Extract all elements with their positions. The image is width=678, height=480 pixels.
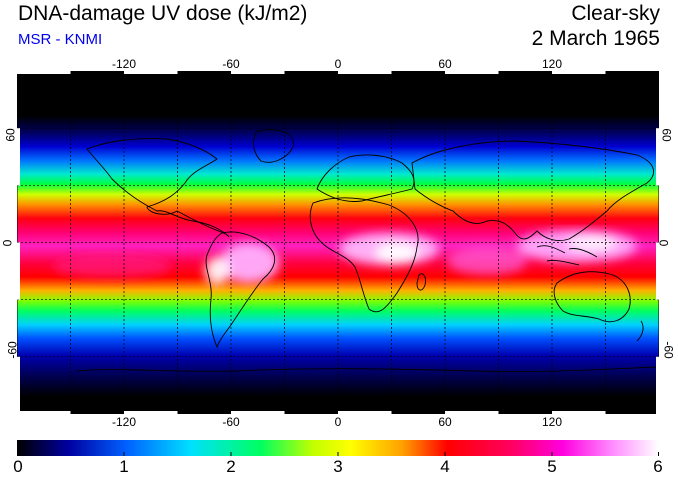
lon-tick-bottom: 0 bbox=[334, 415, 342, 429]
map-grid bbox=[17, 71, 659, 414]
uv-dose-map bbox=[17, 71, 659, 414]
colorbar-label: 2 bbox=[226, 457, 236, 476]
lon-tick-bottom: 60 bbox=[438, 415, 452, 429]
antarctica-outline bbox=[76, 366, 658, 372]
lon-tick-top: 0 bbox=[334, 57, 342, 71]
colorbar-label: 4 bbox=[440, 457, 450, 476]
sky-condition-label: Clear-sky bbox=[571, 2, 660, 25]
lon-tick-bottom: 120 bbox=[541, 415, 563, 429]
lon-tick-top: 60 bbox=[438, 57, 452, 71]
colorbar-label: 6 bbox=[653, 457, 663, 476]
lat-tick-right: 60 bbox=[659, 128, 674, 142]
new-zealand-outline bbox=[636, 320, 644, 342]
north-america-outline bbox=[86, 138, 230, 238]
colorbar-label: 0 bbox=[13, 457, 23, 476]
map-title: DNA-damage UV dose (kJ/m2) bbox=[18, 2, 308, 25]
colorbar-gradient bbox=[17, 440, 659, 456]
lon-tick-top: -120 bbox=[111, 57, 137, 71]
lon-tick-top: 120 bbox=[541, 57, 563, 71]
colorbar-ticks bbox=[17, 452, 659, 456]
asia-outline bbox=[411, 140, 654, 242]
lon-tick-bottom: -120 bbox=[111, 415, 137, 429]
lon-tick-bottom: -60 bbox=[222, 415, 240, 429]
map-frame bbox=[17, 71, 659, 414]
south-america-outline bbox=[205, 231, 276, 349]
lon-tick-top: -60 bbox=[222, 57, 240, 71]
colorbar-label: 1 bbox=[119, 457, 129, 476]
australia-outline bbox=[553, 271, 631, 323]
colorbar-label: 5 bbox=[547, 457, 557, 476]
colorbar bbox=[17, 440, 659, 456]
colorbar-label: 3 bbox=[333, 457, 343, 476]
madagascar-outline bbox=[416, 273, 426, 291]
europe-outline bbox=[316, 154, 415, 202]
date-label: 2 March 1965 bbox=[531, 27, 660, 50]
lat-tick-right: 0 bbox=[656, 239, 671, 247]
lat-tick-left: 60 bbox=[3, 128, 18, 142]
lat-tick-left: 0 bbox=[0, 239, 15, 247]
source-label: MSR - KNMI bbox=[18, 31, 103, 48]
lat-tick-right: -60 bbox=[661, 341, 676, 359]
africa-outline bbox=[309, 197, 419, 313]
